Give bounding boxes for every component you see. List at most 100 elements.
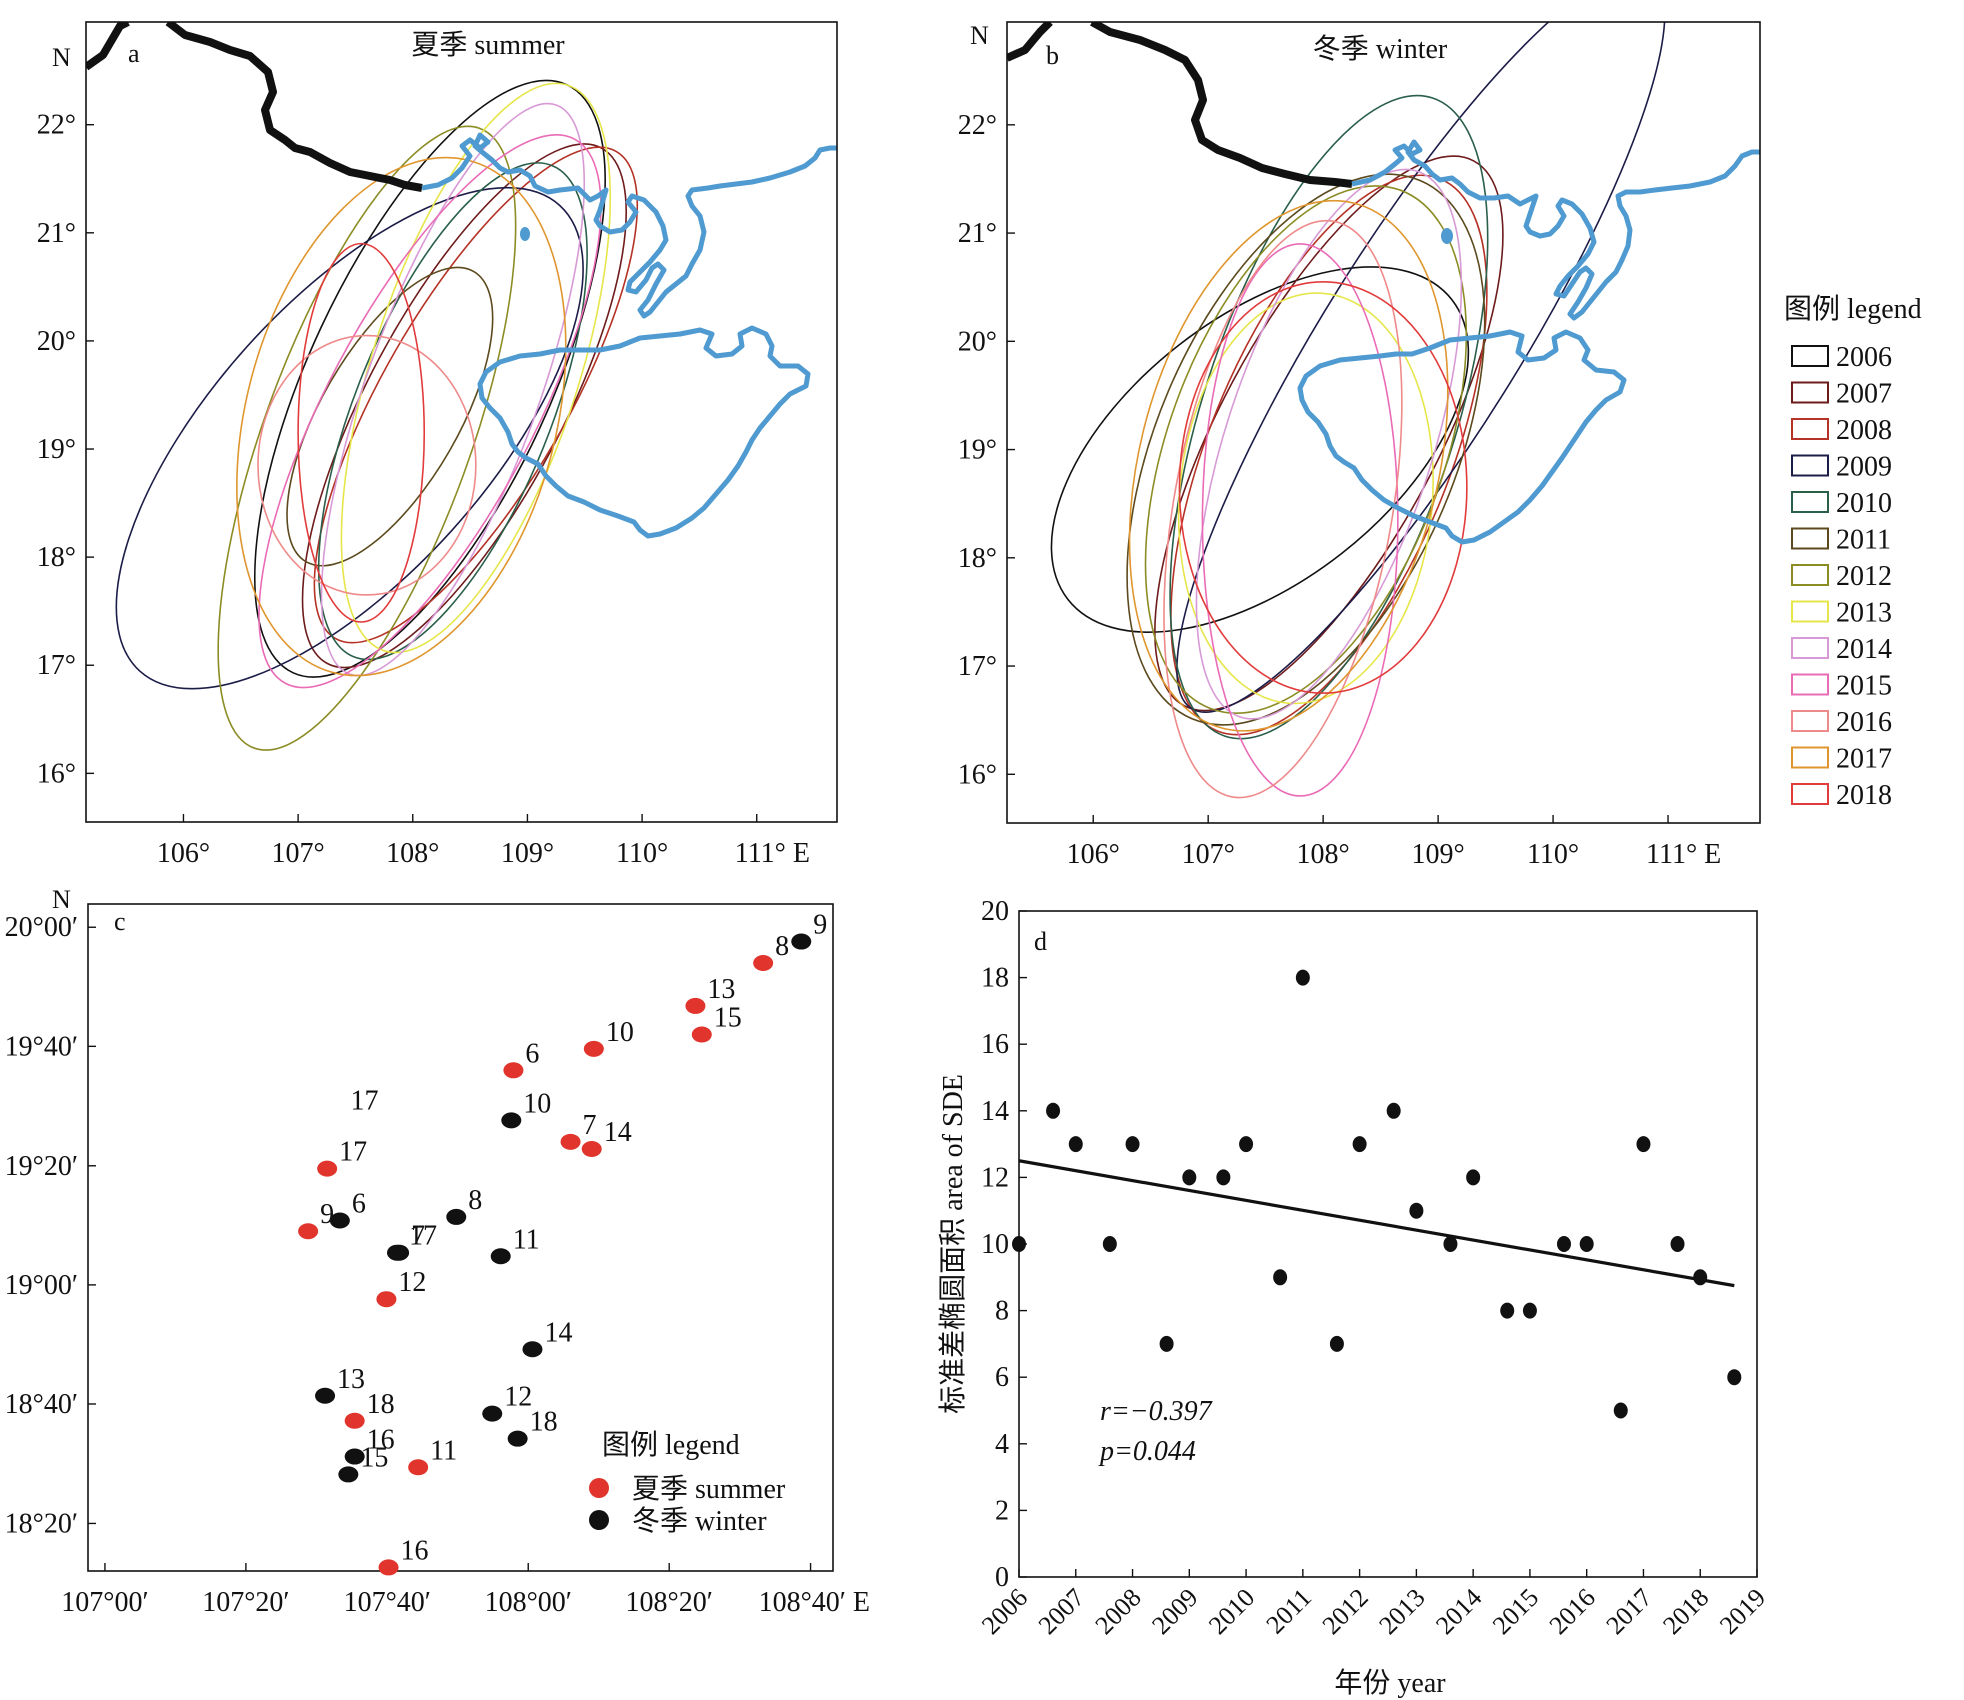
area-point — [1102, 1236, 1117, 1252]
area-point — [1636, 1136, 1651, 1153]
north-label-a: N — [52, 43, 71, 72]
x-tick-label-c: 107°40′ — [344, 1587, 431, 1618]
x-tick-label-b: 108° — [1297, 839, 1350, 870]
summer-point — [691, 1026, 712, 1043]
summer-point-label: 12 — [398, 1267, 426, 1298]
ticks-b: 106° 107° 108° 109° 110° 111° E 16° 17° 18° 19° 20… — [958, 110, 1721, 870]
area-point — [1670, 1236, 1685, 1252]
frame-b — [1006, 21, 1761, 824]
x-tick-label-b: 110° — [1527, 839, 1579, 870]
y-tick-label-c: 18°40′ — [5, 1389, 78, 1420]
ticks-a: 106° 107° 108° 109° 110° 111° E 16° 17° 18° 19° 20… — [37, 110, 810, 869]
area-point — [1522, 1302, 1537, 1319]
points-d — [1012, 969, 1742, 1419]
x-tick-label-d: 2011 — [1260, 1583, 1317, 1640]
annotation-p: p=0.044 — [1098, 1436, 1196, 1467]
year-legend-title: 图例 legend — [1784, 293, 1922, 325]
north-label-c: N — [52, 885, 71, 914]
y-tick-label-a: 19° — [37, 434, 76, 465]
summer-point-label: 17 — [339, 1137, 367, 1168]
year-legend-swatch-2017 — [1791, 746, 1829, 769]
y-tick-label-c: 19°00′ — [5, 1270, 78, 1301]
year-legend-label-2017: 2017 — [1836, 744, 1892, 775]
y-tick-label-d: 18 — [981, 963, 1009, 994]
area-point — [1216, 1169, 1231, 1186]
x-tick-label-b: 106° — [1067, 839, 1120, 870]
ellipses-group-b — [1050, 22, 1666, 799]
hainan-island-a — [477, 325, 811, 539]
winter-point-label: 13 — [337, 1364, 365, 1395]
y-tick-label-b: 19° — [958, 435, 997, 466]
x-tick-label-b: 107° — [1182, 839, 1235, 870]
sde-ellipse-b-2016 — [1163, 219, 1403, 799]
panel-d: 20 0 6 2007 2008 2009 2010 2011 2012 2013 2014 2015… — [937, 896, 1771, 1699]
y-tick-label-a: 18° — [37, 542, 76, 573]
panel-a: 106° 107° 108° 109° 110° 111° E 16° 17° 18° 19° 20… — [37, 21, 838, 869]
year-legend-swatch-2007 — [1791, 381, 1829, 404]
winter-point — [482, 1405, 503, 1422]
area-point — [1295, 969, 1310, 986]
trend-line — [1018, 1159, 1735, 1288]
y-tick-label-a: 17° — [37, 650, 76, 681]
year-legend-label-2010: 2010 — [1836, 488, 1892, 519]
x-tick-label-a: 111° E — [735, 838, 810, 869]
year-legend-swatch-2008 — [1791, 418, 1829, 440]
area-point — [1693, 1269, 1708, 1286]
panel-b: 106° 107° 108° 109° 110° 111° E 16° 17° 18° 19° 20… — [958, 21, 1761, 870]
y-tick-label-b: 18° — [958, 543, 997, 574]
x-tick-label-c: 108°00′ — [485, 1587, 572, 1618]
x-tick-label-c: 107°00′ — [61, 1587, 148, 1618]
summer-point — [685, 997, 706, 1014]
x-tick-label-a: 110° — [616, 838, 668, 869]
winter-point-label: 7 — [411, 1221, 425, 1252]
year-legend-swatch-2014 — [1791, 637, 1829, 659]
area-point — [1239, 1136, 1254, 1153]
x-tick-label-a: 109° — [501, 838, 554, 869]
sde-ellipse-b-2018 — [1178, 280, 1468, 694]
winter-point-label: 17 — [409, 1221, 437, 1252]
summer-point — [408, 1459, 429, 1476]
summer-point-label: 8 — [775, 931, 789, 962]
winter-point-label: 18 — [530, 1407, 558, 1438]
summer-point — [581, 1140, 602, 1157]
coastline-b — [1007, 22, 1760, 545]
winter-point-label: 12 — [504, 1382, 532, 1413]
frame-a — [85, 21, 838, 823]
year-legend-label-2006: 2006 — [1836, 342, 1892, 373]
summer-point-label: 15 — [714, 1003, 742, 1034]
area-point — [1012, 1236, 1026, 1252]
summer-point-label: 9 — [320, 1199, 334, 1230]
gulf-coast-b — [1351, 139, 1760, 321]
small-island-b — [1441, 228, 1453, 244]
summer-point — [344, 1412, 365, 1429]
area-point — [1579, 1236, 1594, 1252]
x-tick-label-d: 2013 — [1373, 1583, 1430, 1640]
year-legend-label-2016: 2016 — [1836, 707, 1892, 738]
panel-letter-c: c — [114, 907, 126, 936]
area-point — [1329, 1335, 1344, 1352]
panel-letter-b: b — [1046, 41, 1059, 70]
y-tick-label-c: 19°20′ — [5, 1151, 78, 1182]
x-tick-label-d: 2012 — [1317, 1583, 1374, 1640]
sde-ellipse-b-2006 — [1050, 266, 1470, 633]
y-tick-label-d: 14 — [981, 1096, 1009, 1127]
x-tick-label-c: 108°40′ E — [759, 1587, 870, 1618]
year-legend-label-2013: 2013 — [1836, 598, 1892, 629]
y-tick-label-a: 20° — [37, 326, 76, 357]
y-tick-label-b: 16° — [958, 759, 997, 790]
year-legend-label-2012: 2012 — [1836, 561, 1892, 592]
summer-point — [503, 1062, 524, 1079]
area-point — [1352, 1136, 1367, 1153]
winter-point-label: 16 — [367, 1425, 395, 1456]
winter-point-label: 14 — [544, 1317, 572, 1348]
y-axis-label-d: 标准差椭圆面积 area of SDE — [937, 1074, 969, 1414]
small-island-a — [520, 227, 530, 241]
year-legend-swatch-2015 — [1791, 673, 1829, 696]
sde-ellipse-b-2009 — [1176, 22, 1666, 713]
legend-c-winter-label: 冬季 winter — [632, 1505, 767, 1537]
ellipses-group-a — [115, 79, 639, 751]
winter-point-label: 9 — [813, 910, 827, 941]
summer-point — [753, 955, 774, 972]
panel-letter-a: a — [128, 39, 140, 68]
summer-point-label: 11 — [430, 1435, 457, 1466]
